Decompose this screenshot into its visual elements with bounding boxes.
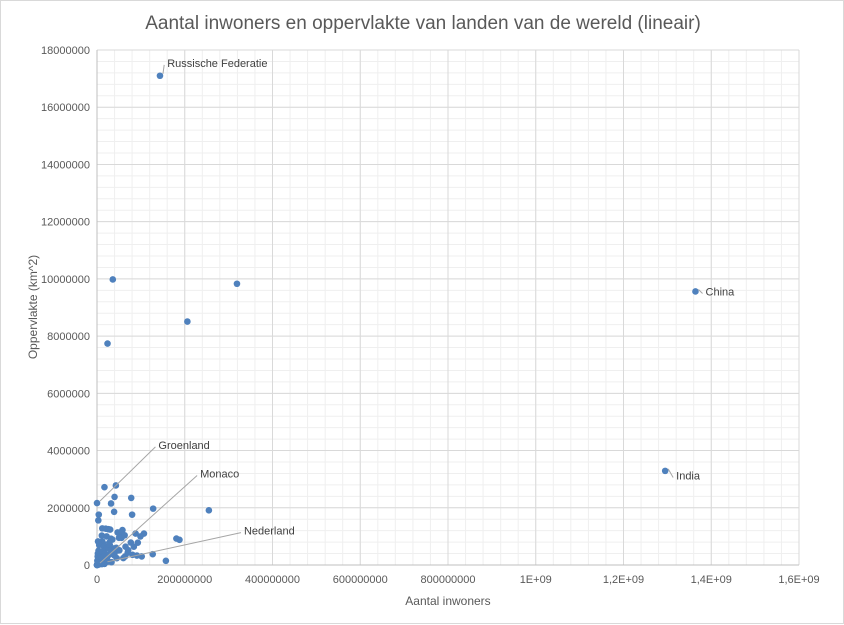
y-tick-label: 12000000 [41,217,90,229]
callout-label: Russische Federatie [167,58,267,70]
y-tick-label: 4000000 [47,446,90,458]
x-tick-label: 600000000 [333,574,388,586]
callout-leader-line [698,289,703,294]
x-tick-label: 400000000 [245,574,300,586]
data-point [110,508,118,516]
data-point [95,517,102,524]
y-tick-label: 18000000 [41,45,90,57]
x-tick-label: 200000000 [157,574,212,586]
data-point [176,536,183,544]
data-point [95,511,103,518]
data-point [114,529,121,536]
data-point [128,511,136,518]
callout-leader-line [99,446,156,502]
data-point [94,559,102,567]
data-point [661,467,669,475]
data-point [121,531,128,539]
data-point [109,276,117,283]
y-tick-label: 16000000 [41,102,90,114]
y-tick-label: 14000000 [41,159,90,171]
callout-label: Groenland [158,440,209,452]
x-tick-label: 0 [94,574,100,586]
x-tick-label: 800000000 [420,574,475,586]
y-tick-label: 6000000 [47,388,90,400]
data-point [111,552,118,559]
x-axis-title: Aantal inwoners [405,594,491,608]
data-point [127,494,135,502]
x-tick-label: 1,4E+09 [691,574,732,586]
data-point [107,500,115,507]
data-point [184,318,191,325]
data-point [109,536,116,543]
y-tick-label: 0 [84,560,90,572]
callout-leader-line [162,64,165,74]
data-point [104,340,111,347]
x-tick-label: 1,2E+09 [603,574,644,586]
callout-label: Nederland [244,526,295,538]
data-point [156,72,164,80]
callout-label: India [676,470,701,482]
data-point [106,526,114,533]
data-point [233,280,241,288]
x-tick-label: 1,6E+09 [778,574,819,586]
data-point [162,557,170,565]
data-point [101,560,108,568]
callout-leader-line [107,532,242,563]
data-point [111,493,118,501]
data-point [149,505,157,512]
callout-leader-line [99,475,198,564]
callout-label: China [706,286,736,298]
data-point [106,541,114,548]
y-tick-label: 8000000 [47,331,90,343]
data-point [137,533,144,540]
data-point [116,547,123,554]
x-tick-label: 1E+09 [520,574,552,586]
data-point [101,483,108,491]
data-point [692,288,699,295]
y-tick-label: 10000000 [41,274,90,286]
data-point [134,539,142,546]
data-point [115,534,123,542]
chart-title: Aantal inwoners en oppervlakte van lande… [145,13,701,34]
data-point [205,507,213,514]
data-point [124,546,132,554]
y-tick-label: 2000000 [47,503,90,515]
callout-leader-line [667,468,674,478]
data-point [93,499,101,507]
callout-label: Monaco [200,468,239,480]
